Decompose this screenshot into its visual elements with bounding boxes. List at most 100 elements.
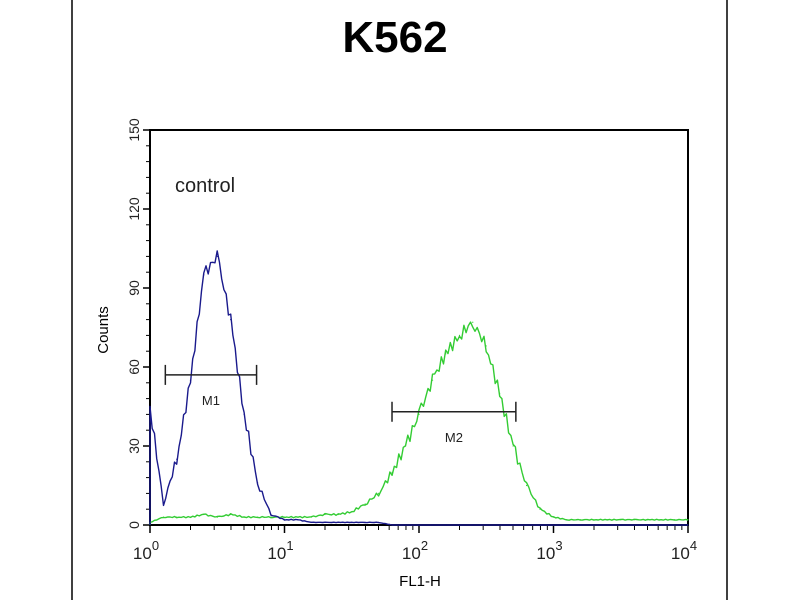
histogram-bin-point [189,379,192,381]
x-tick-label: 101 [267,538,293,563]
histogram-bin-point [337,521,339,523]
x-tick-exponent: 1 [286,538,293,553]
histogram-bin-point [687,524,689,526]
histogram-bin-point [404,445,407,447]
histogram-bin-point [310,516,312,518]
histogram-bin-point [418,413,420,415]
y-axis-label: Counts [95,306,112,354]
histogram-bin-point [499,524,501,526]
y-tick-label: 60 [126,359,142,375]
histogram-bin-point [391,524,393,526]
histogram-bin-point [283,519,286,521]
y-tick-label: 120 [126,197,142,221]
histogram-bin-point [310,521,312,523]
histogram-bin-point [149,405,151,408]
histogram-bin-point [579,519,582,521]
histogram-bin-point [176,516,178,518]
histogram-bin-point [378,521,380,523]
histogram-bin-point [270,513,272,516]
histogram-bin-point [364,503,366,505]
histogram-bin-point [230,319,232,321]
histogram-bin-point [445,353,447,355]
histogram-bin-point [647,519,649,521]
histogram-bin-point [552,524,555,526]
histogram-bin-point [647,524,649,526]
histogram-bin-point [431,524,434,526]
histogram-series-line [149,321,689,525]
histogram-bin-point [351,521,353,523]
histogram-bin-point [243,413,245,415]
histogram-bin-point [391,471,393,473]
histogram-bin-point [552,516,555,518]
histogram-bin-point [673,519,676,521]
x-tick-base: 10 [133,544,152,563]
histogram-bin-point [458,524,461,526]
histogram-bin-point [297,519,299,521]
histogram-bin-point [351,511,353,513]
histogram-bin-point [660,519,662,521]
histogram-bin-point [324,513,326,516]
x-tick-base: 10 [267,544,286,563]
histogram-bin-point [162,503,165,505]
histogram-bin-point [230,513,232,516]
y-tick-label: 0 [126,521,142,529]
chart-title: K562 [342,13,447,62]
histogram-series-line [149,250,688,526]
x-tick-exponent: 4 [690,538,697,553]
marker-m2: M2 [391,401,517,445]
marker-label: M1 [202,393,220,408]
histogram-bin-point [404,524,407,526]
histogram-bin-point [539,524,541,526]
histogram-bin-point [203,513,205,516]
histogram-bin-point [566,519,568,521]
histogram-bin-point [620,519,622,521]
histogram-bin-point [579,524,582,526]
histogram-bin-point [378,492,380,494]
histogram-bin-point [324,521,326,523]
histogram-bin-point [633,519,635,521]
histogram-bin-point [458,334,461,336]
histogram-bin-point [660,524,662,526]
control-annotation: control [175,175,235,197]
histogram-bin-point [499,392,501,394]
histogram-bin-point [606,519,608,521]
histogram-bin-point [539,508,541,510]
marker-m1: M1 [164,364,258,408]
histogram-bin-point [418,524,420,526]
x-tick-label: 104 [671,538,697,563]
histogram-bin-point [633,524,635,526]
x-tick-label: 100 [133,538,159,563]
histogram-bin-point [270,516,272,518]
histogram-bin-point [687,519,689,521]
histogram-bin-point [673,524,676,526]
histogram-bin-point [485,345,487,347]
x-tick-base: 10 [402,544,421,563]
histogram-bin-point [176,458,178,460]
histogram-bin-point [216,516,218,518]
histogram-bin-point [526,524,528,526]
histogram-bin-point [472,524,474,526]
histogram-bin-point [526,484,528,487]
histogram-bin-point [243,516,245,518]
x-tick-exponent: 2 [421,538,428,553]
y-tick-label: 90 [126,280,142,296]
x-axis-label: FL1-H [399,573,441,590]
histogram-bin-point [512,445,514,447]
histogram-bin-point [216,255,218,257]
histogram-bin-point [337,513,339,516]
histogram-bin-point [162,516,165,518]
histogram-bin-point [445,524,447,526]
histogram-bin-point [364,521,366,523]
histogram-bin-point [566,524,568,526]
histogram-bin-point [512,524,514,526]
x-tick-exponent: 0 [152,538,159,553]
marker-label: M2 [445,430,463,445]
histogram-bin-point [297,516,299,518]
histogram-bin-point [620,524,622,526]
x-tick-base: 10 [671,544,690,563]
histogram-bin-point [485,524,487,526]
histogram-bin-point [283,516,286,518]
histogram-bin-point [189,516,192,518]
